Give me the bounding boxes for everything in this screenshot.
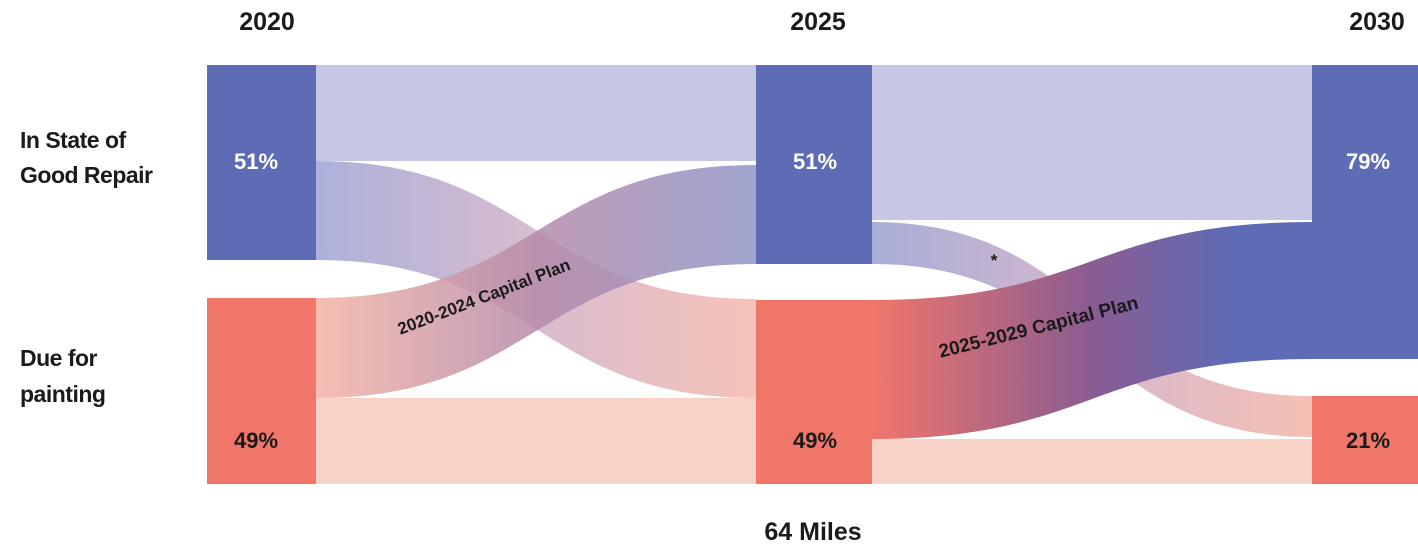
category-label-due: Due for painting [20,345,105,407]
node-2020-good [207,65,316,260]
pct-2020-good: 51% [234,149,278,174]
pct-2030-good: 79% [1346,149,1390,174]
category-label-due-line1: Due for [20,345,98,371]
category-label-good-line2: Good Repair [20,162,153,188]
category-label-good-line1: In State of [20,127,127,153]
node-2020-due [207,298,316,484]
annotation-asterisk: * [991,251,998,270]
flow-2020-good-to-2025-good [316,65,756,161]
flow-2020-due-to-2025-good [316,165,756,398]
node-2030-due [1312,396,1418,484]
year-label-2025: 2025 [790,8,846,36]
flow-2025-due-to-2030-due [872,439,1312,484]
flow-2020-due-to-2025-due [316,398,756,484]
flow-2025-due-to-2030-good [872,222,1312,439]
category-label-due-line2: painting [20,381,105,407]
total-miles-label: 64 Miles [764,518,861,546]
node-2025-due [756,300,872,484]
flow-2025-good-to-2030-good [872,65,1312,220]
pct-2025-good: 51% [793,149,837,174]
node-2030-good [1312,65,1418,359]
pct-2020-due: 49% [234,428,278,453]
year-label-2020: 2020 [239,8,295,36]
year-label-2030: 2030 [1349,8,1405,36]
pct-2030-due: 21% [1346,428,1390,453]
node-2025-good [756,65,872,264]
pct-2025-due: 49% [793,428,837,453]
category-label-good: In State of Good Repair [20,127,153,188]
